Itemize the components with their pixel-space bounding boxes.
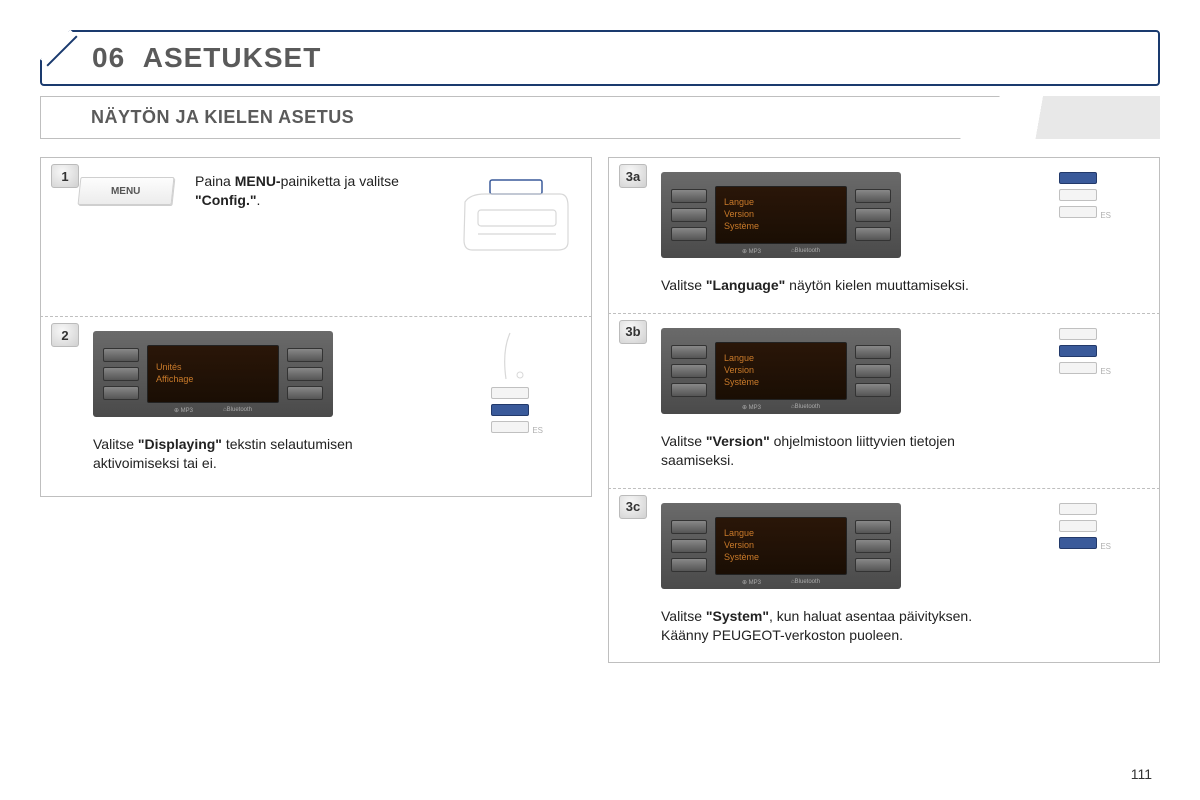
step-number-badge: 3c xyxy=(619,495,647,519)
radio-screen: Unités Affichage xyxy=(147,345,279,403)
radio-display-illustration: Unités Affichage ⊕ MP3 ⌂Bluetooth xyxy=(93,331,333,417)
stack-button xyxy=(491,421,529,433)
radio-screen: Langue Version Système xyxy=(715,342,847,400)
chapter-title: 06 ASETUKSET xyxy=(92,42,1108,74)
stack-button xyxy=(1059,206,1097,218)
radio-footer-right: ⌂Bluetooth xyxy=(223,407,252,414)
right-column: 3a Langue Version Système ⊕ MP3⌂Blueto xyxy=(608,157,1160,663)
section-subtitle: NÄYTÖN JA KIELEN ASETUS xyxy=(91,107,1109,128)
stack-button-highlighted xyxy=(1059,345,1097,357)
radio-display-illustration: Langue Version Système ⊕ MP3⌂Bluetooth xyxy=(661,172,901,258)
button-stack-illustration: ES xyxy=(1059,328,1107,374)
step-3c-instruction: Valitse "System", kun haluat asentaa päi… xyxy=(661,607,1009,645)
stack-button-highlighted xyxy=(1059,172,1097,184)
button-stack-illustration: ES xyxy=(1059,503,1107,549)
menu-key-label: MENU xyxy=(111,185,140,196)
step-3b-side-graphic: ES xyxy=(1023,328,1143,374)
step-1: 1 MENU Paina MENU-painiketta ja valitse … xyxy=(40,157,592,317)
page-number: 111 xyxy=(1131,766,1152,782)
chapter-name: ASETUKSET xyxy=(143,42,322,73)
step-number-badge: 3b xyxy=(619,320,647,344)
radio-side-button xyxy=(103,386,139,400)
chapter-title-banner: 06 ASETUKSET xyxy=(40,30,1160,86)
step-3a: 3a Langue Version Système ⊕ MP3⌂Blueto xyxy=(608,157,1160,314)
radio-side-button xyxy=(103,367,139,381)
stack-button-highlighted xyxy=(491,404,529,416)
step-3b-instruction: Valitse "Version" ohjelmistoon liittyvie… xyxy=(661,432,1009,470)
step-3a-instruction: Valitse "Language" näytön kielen muuttam… xyxy=(661,276,969,295)
curve-icon xyxy=(500,331,530,381)
step-3b: 3b Langue Version Système ⊕ MP3⌂Blueto xyxy=(608,314,1160,489)
button-stack-illustration: ES xyxy=(1059,172,1107,218)
radio-side-button xyxy=(287,386,323,400)
menu-key-illustration: MENU xyxy=(78,177,175,205)
stack-button xyxy=(491,387,529,399)
radio-screen: Langue Version Système xyxy=(715,517,847,575)
stack-button xyxy=(1059,503,1097,515)
step-1-instruction: Paina MENU-painiketta ja valitse "Config… xyxy=(195,172,399,210)
chapter-number: 06 xyxy=(92,42,125,73)
step-number-badge: 1 xyxy=(51,164,79,188)
step-number-badge: 3a xyxy=(619,164,647,188)
step-3a-side-graphic: ES xyxy=(1023,172,1143,218)
step-2-side-graphic: ES xyxy=(455,331,575,433)
es-label: ES xyxy=(532,426,543,435)
step-3c-side-graphic: ES xyxy=(1023,503,1143,549)
radio-display-illustration: Langue Version Système ⊕ MP3⌂Bluetooth xyxy=(661,328,901,414)
step-2: 2 Unités Affichage xyxy=(40,317,592,497)
radio-display-illustration: Langue Version Système ⊕ MP3⌂Bluetooth xyxy=(661,503,901,589)
step-3c: 3c Langue Version Système ⊕ MP3⌂Blueto xyxy=(608,489,1160,664)
radio-side-button xyxy=(103,348,139,362)
content-columns: 1 MENU Paina MENU-painiketta ja valitse … xyxy=(40,157,1160,663)
stack-button-highlighted xyxy=(1059,537,1097,549)
screen-line: Unités xyxy=(156,362,270,374)
step-number-badge: 2 xyxy=(51,323,79,347)
radio-side-button xyxy=(287,348,323,362)
step-1-side-graphic xyxy=(455,172,575,252)
radio-side-button xyxy=(287,367,323,381)
section-subtitle-banner: NÄYTÖN JA KIELEN ASETUS xyxy=(40,96,1160,139)
stack-button xyxy=(1059,362,1097,374)
step-2-instruction: Valitse "Displaying" tekstin selautumise… xyxy=(93,435,441,473)
left-column: 1 MENU Paina MENU-painiketta ja valitse … xyxy=(40,157,592,663)
radio-screen: Langue Version Système xyxy=(715,186,847,244)
radio-footer-left: ⊕ MP3 xyxy=(174,407,193,414)
stack-button xyxy=(1059,520,1097,532)
stack-button xyxy=(1059,328,1097,340)
stack-button xyxy=(1059,189,1097,201)
dashboard-outline-icon xyxy=(460,172,570,252)
screen-line: Affichage xyxy=(156,374,270,386)
button-stack-illustration: ES xyxy=(491,387,539,433)
